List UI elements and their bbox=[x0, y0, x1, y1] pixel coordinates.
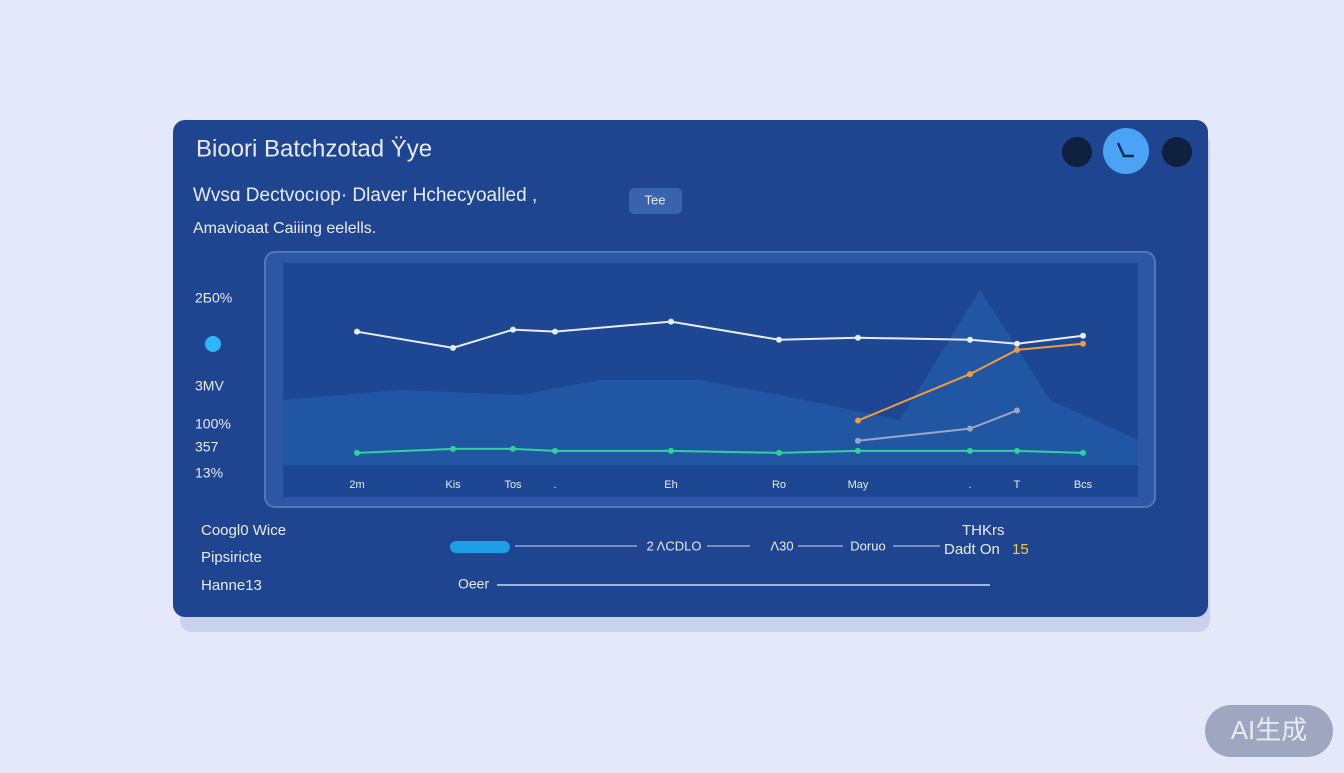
series-line bbox=[356, 447, 1084, 454]
tab-label[interactable]: Tee bbox=[645, 192, 666, 207]
icon-button-active[interactable] bbox=[1103, 128, 1149, 174]
point bbox=[1080, 332, 1086, 339]
point bbox=[510, 445, 516, 452]
point bbox=[967, 447, 973, 454]
point bbox=[855, 437, 861, 444]
icon-button[interactable] bbox=[1062, 137, 1092, 167]
point bbox=[776, 449, 782, 456]
title: Bioori Batchzotad Ÿye bbox=[196, 135, 432, 162]
slider-label: Λ30 bbox=[770, 538, 793, 553]
area-decoration bbox=[283, 290, 1138, 465]
x-tick-label: . bbox=[553, 479, 556, 491]
x-tick-label: T bbox=[1014, 479, 1021, 491]
footer-item: Pipsiricte bbox=[201, 549, 262, 566]
icon-button[interactable] bbox=[1162, 137, 1192, 167]
x-tick-label: Bcs bbox=[1074, 479, 1093, 491]
x-tick-label: Eh bbox=[664, 479, 677, 491]
x-tick-label: Tos bbox=[504, 479, 522, 491]
x-tick-label: Ro bbox=[772, 479, 786, 491]
point bbox=[1014, 407, 1020, 414]
point bbox=[354, 328, 360, 335]
side-label: 13% bbox=[195, 465, 223, 481]
side-label: 2Б0% bbox=[195, 290, 232, 306]
point bbox=[1080, 340, 1086, 347]
side-title: THKrs bbox=[962, 522, 1005, 539]
point bbox=[1014, 346, 1020, 353]
footer-item: Coogl0 Wice bbox=[201, 522, 286, 539]
point bbox=[967, 425, 973, 432]
indicator bbox=[205, 336, 221, 352]
point bbox=[552, 328, 558, 335]
x-tick-label: 2m bbox=[349, 479, 364, 491]
side-value: Dadt On bbox=[944, 541, 1000, 558]
point bbox=[1014, 447, 1020, 454]
footer: Coogl0 Wice Pipsiricte Hanne13 2 ΛCDLO Λ30 Do… bbox=[201, 522, 1029, 594]
tab[interactable] bbox=[629, 188, 682, 214]
point bbox=[1080, 449, 1086, 456]
series-line bbox=[356, 320, 1084, 349]
icon bbox=[1116, 142, 1134, 158]
point bbox=[668, 318, 674, 325]
point bbox=[855, 334, 861, 341]
slider-label: 2 ΛCDLO bbox=[647, 538, 702, 553]
point bbox=[450, 344, 456, 351]
point bbox=[552, 447, 558, 454]
side-label: 3MV bbox=[195, 378, 224, 394]
side-number: 15 bbox=[1012, 541, 1029, 558]
x-tick-label: Kis bbox=[445, 479, 461, 491]
side-label: 357 bbox=[195, 439, 219, 455]
footer-item: Hanne13 bbox=[201, 577, 262, 594]
point bbox=[1014, 340, 1020, 347]
series-line bbox=[857, 342, 1084, 422]
side-label: 100% bbox=[195, 416, 231, 432]
point bbox=[450, 445, 456, 452]
caption: Amavioaat Caiiing eelells. bbox=[193, 220, 376, 237]
point bbox=[855, 447, 861, 454]
watermark-bg bbox=[1205, 705, 1333, 757]
point bbox=[668, 447, 674, 454]
x-tick-label: May bbox=[848, 479, 869, 491]
x-tick-label: . bbox=[968, 479, 971, 491]
point bbox=[776, 336, 782, 343]
point bbox=[855, 417, 861, 424]
slider2-label: Oeer bbox=[458, 576, 489, 592]
watermark: AI生成 bbox=[1231, 715, 1308, 745]
side-labels: 2Б0% 3MV 100% 357 13% bbox=[195, 290, 232, 481]
plot: 2m Kis Tos. Eh Ro May. T Bcs bbox=[349, 318, 1093, 491]
point bbox=[967, 336, 973, 343]
point bbox=[967, 371, 973, 378]
point bbox=[510, 326, 516, 333]
slider-label: Doruo bbox=[850, 538, 885, 553]
point bbox=[354, 449, 360, 456]
slider-fill[interactable] bbox=[450, 541, 510, 553]
subtitle: Wvsɑ Dectvocıop· Dlaver Hchecyoalled , bbox=[193, 185, 537, 206]
